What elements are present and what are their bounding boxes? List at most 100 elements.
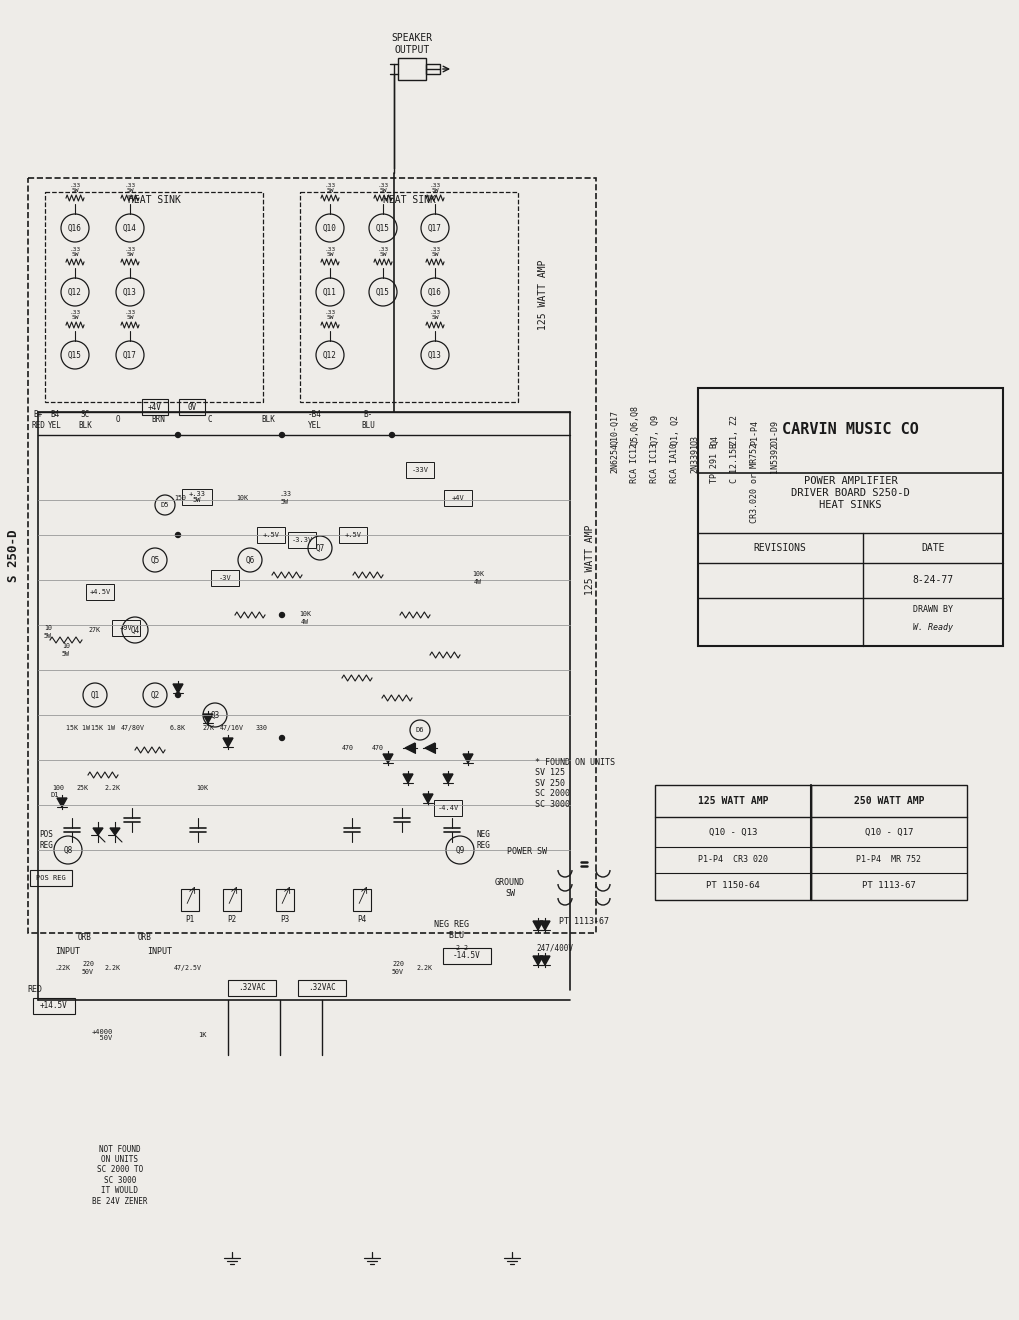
- Text: .33
5W: .33 5W: [377, 247, 388, 257]
- Bar: [433, 800, 462, 816]
- Text: .32VAC: .32VAC: [308, 983, 335, 993]
- Text: 125 WATT AMP: 125 WATT AMP: [537, 260, 547, 330]
- Text: 125 WATT AMP: 125 WATT AMP: [585, 525, 594, 595]
- Text: Q17: Q17: [428, 223, 441, 232]
- Polygon shape: [533, 921, 542, 931]
- Text: 1N5392: 1N5392: [769, 444, 779, 473]
- Polygon shape: [463, 754, 473, 763]
- Text: .33
5W: .33 5W: [279, 491, 290, 504]
- Bar: [276, 888, 293, 911]
- Text: B+
RED: B+ RED: [31, 411, 45, 430]
- Text: 8-24-77: 8-24-77: [912, 576, 953, 585]
- Polygon shape: [403, 774, 413, 783]
- Text: +.5V: +.5V: [262, 532, 279, 539]
- Text: 15K 1W: 15K 1W: [66, 725, 90, 731]
- Text: 2N6254: 2N6254: [610, 444, 619, 473]
- Text: 2.2K: 2.2K: [104, 965, 120, 972]
- Text: 220
50V: 220 50V: [82, 961, 94, 974]
- Text: .33
5W: .33 5W: [69, 310, 81, 321]
- Text: 47/2.5V: 47/2.5V: [174, 965, 202, 972]
- Text: RCA IC12: RCA IC12: [630, 444, 639, 483]
- Text: 47/80V: 47/80V: [121, 725, 145, 731]
- Polygon shape: [57, 799, 67, 807]
- Text: .33
5W: .33 5W: [324, 247, 335, 257]
- Text: 2N3391: 2N3391: [690, 444, 699, 473]
- Bar: [442, 948, 490, 964]
- Polygon shape: [405, 743, 415, 752]
- Text: PT 1113-67: PT 1113-67: [861, 882, 915, 891]
- Text: 2 2: 2 2: [455, 945, 468, 950]
- Text: .33
5W: .33 5W: [124, 310, 136, 321]
- Text: P1-P4  MR 752: P1-P4 MR 752: [856, 855, 920, 865]
- Text: 10K: 10K: [235, 495, 248, 502]
- Bar: [257, 527, 284, 543]
- Bar: [810, 785, 966, 900]
- Text: D1-D9: D1-D9: [769, 420, 779, 445]
- Text: -B4
YEL: -B4 YEL: [308, 411, 322, 430]
- Text: Q6: Q6: [246, 556, 255, 565]
- Text: .33
5W: .33 5W: [324, 182, 335, 194]
- Text: P1: P1: [185, 916, 195, 924]
- Polygon shape: [425, 743, 434, 752]
- Text: Q13: Q13: [428, 351, 441, 359]
- Text: Q3: Q3: [210, 710, 219, 719]
- Bar: [86, 583, 114, 601]
- Text: 470: 470: [372, 744, 383, 751]
- Text: 15K 1W: 15K 1W: [91, 725, 115, 731]
- Text: BRN: BRN: [151, 416, 165, 425]
- Polygon shape: [223, 738, 232, 747]
- Text: REVISIONS: REVISIONS: [753, 543, 806, 553]
- Text: Q10-Q17: Q10-Q17: [610, 411, 619, 445]
- Text: GROUND
SW: GROUND SW: [494, 878, 525, 898]
- Polygon shape: [539, 956, 549, 965]
- Text: DRAWN BY: DRAWN BY: [912, 606, 952, 615]
- Text: Q5,Q6,Q8: Q5,Q6,Q8: [630, 405, 639, 445]
- Text: .33
5W: .33 5W: [69, 182, 81, 194]
- Bar: [211, 570, 238, 586]
- Text: .33
5W: .33 5W: [324, 310, 335, 321]
- Polygon shape: [110, 828, 120, 836]
- Bar: [112, 620, 140, 636]
- Text: +.5V: +.5V: [344, 532, 361, 539]
- Text: .22K: .22K: [54, 965, 70, 972]
- Polygon shape: [93, 828, 103, 836]
- Text: Q10 - Q13: Q10 - Q13: [708, 828, 756, 837]
- Text: * FOUND ON UNITS
SV 125
SV 250
SC 2000
SC 3000: * FOUND ON UNITS SV 125 SV 250 SC 2000 S…: [535, 758, 614, 809]
- Polygon shape: [442, 774, 452, 783]
- Text: O: O: [115, 416, 120, 425]
- Text: POWER SW: POWER SW: [506, 847, 546, 857]
- Bar: [28, 178, 595, 933]
- Text: PT 1113-67: PT 1113-67: [558, 917, 608, 927]
- Text: Q3: Q3: [690, 436, 699, 445]
- Text: Q1: Q1: [91, 690, 100, 700]
- Text: +14.5V: +14.5V: [40, 1002, 68, 1011]
- Text: Q13: Q13: [123, 288, 137, 297]
- Polygon shape: [423, 795, 433, 803]
- Text: NEG REG
  BLU: NEG REG BLU: [434, 920, 469, 940]
- Text: .33
5W: .33 5W: [429, 247, 440, 257]
- Text: Q5: Q5: [150, 556, 159, 565]
- Text: +4V: +4V: [148, 403, 162, 412]
- Text: +4V: +4V: [451, 495, 464, 502]
- Text: 220
50V: 220 50V: [391, 961, 404, 974]
- Circle shape: [175, 693, 180, 697]
- Text: C: C: [208, 416, 212, 425]
- Text: SPEAKER
OUTPUT: SPEAKER OUTPUT: [391, 33, 432, 55]
- Text: 10K
4W: 10K 4W: [299, 611, 311, 624]
- Bar: [654, 785, 810, 900]
- Text: 2.2K: 2.2K: [104, 785, 120, 791]
- Bar: [397, 58, 426, 81]
- Text: 100: 100: [52, 785, 64, 791]
- Text: +.33
5W: +.33 5W: [189, 491, 205, 503]
- Text: -3.3V: -3.3V: [291, 537, 312, 543]
- Text: 27K: 27K: [202, 725, 214, 731]
- Text: 47/16V: 47/16V: [220, 725, 244, 731]
- Text: RCA IC13: RCA IC13: [650, 444, 659, 483]
- Text: P2: P2: [227, 916, 236, 924]
- Text: ORB: ORB: [138, 933, 152, 942]
- Text: POWER AMPLIFIER
DRIVER BOARD S250-D
HEAT SINKS: POWER AMPLIFIER DRIVER BOARD S250-D HEAT…: [791, 477, 909, 510]
- Bar: [338, 527, 367, 543]
- Circle shape: [175, 433, 180, 437]
- Bar: [353, 888, 371, 911]
- Text: D1: D1: [51, 792, 59, 799]
